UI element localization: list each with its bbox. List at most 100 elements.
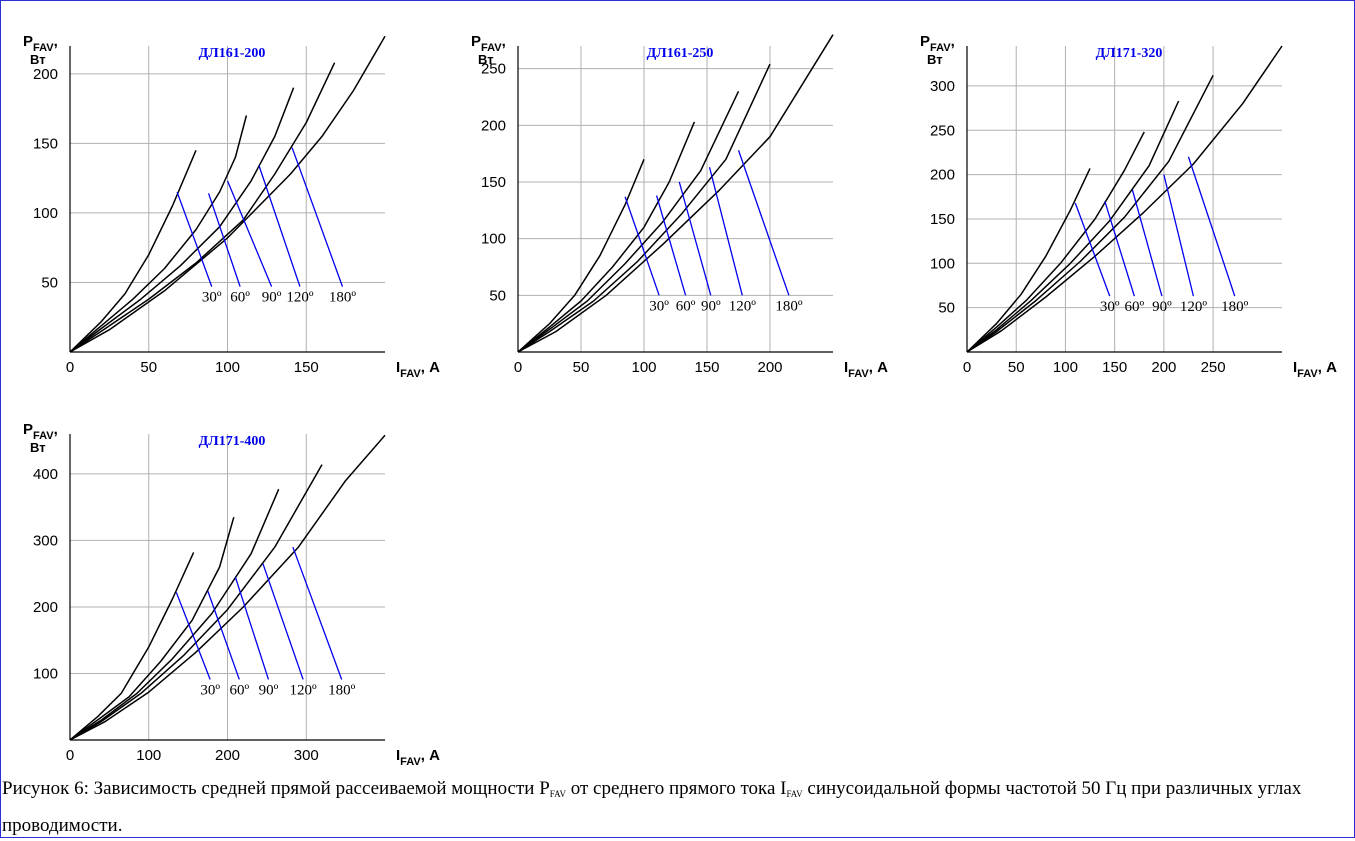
x-axis-label: IFAV, А [396,359,440,380]
angle-line-90deg [1131,189,1163,297]
angle-label: 120º [729,298,757,314]
angle-label: 90º [259,682,279,698]
curve-90deg [69,488,280,741]
curve-60deg [69,115,248,353]
x-tick-label: 0 [514,359,522,376]
angle-line-90deg [226,180,273,287]
curve-30deg [69,150,197,353]
y-tick-label: 200 [33,599,58,616]
y-tick-label: 250 [481,61,506,78]
curve-90deg [966,100,1180,353]
y-tick-label: 250 [930,122,955,139]
y-axis-unit: Вт [30,52,46,67]
angle-line-30deg [624,196,660,296]
chart-dl161-250: 0 50 100 150 200 50 100 150 200 250 PFAV, Вт IFAV, А… [468,30,908,390]
y-tick-label: 100 [481,231,506,248]
caption-text-1: Рисунок 6: Зависимость средней прямой ра… [2,778,550,799]
angle-label: 90º [1152,299,1172,315]
x-tick-label: 300 [294,747,319,764]
angle-label: 180º [328,682,356,698]
x-tick-label: 200 [1151,359,1176,376]
chart-dl171-320: 0 50 100 150 200 250 50 100 150 200 250 300 PFAV, Вт I… [917,30,1355,390]
chart-dl161-200: 0 50 100 150 50 100 150 200 PFAV, Вт IFAV, А ДЛ161-… [20,30,460,390]
y-tick-label: 150 [930,211,955,228]
y-axis-unit: Вт [927,52,943,67]
angle-label: 60º [676,298,696,314]
y-tick-label: 100 [33,665,58,682]
curve-180deg [517,34,834,353]
curve-120deg [966,74,1214,353]
y-tick-label: 400 [33,466,58,483]
angle-label: 30º [1100,299,1120,315]
angle-line-120deg [1163,174,1195,297]
angle-line-30deg [175,592,211,680]
angle-label: 180º [1221,299,1249,315]
y-tick-label: 50 [938,300,955,317]
angle-label: 120º [1180,299,1208,315]
y-axis-unit: Вт [30,440,46,455]
x-axis-label: IFAV, А [1293,359,1337,380]
chart-title: ДЛ171-320 [1096,46,1163,61]
x-tick-label: 100 [215,359,240,376]
angle-label: 120º [286,290,314,306]
angle-line-60deg [207,590,240,680]
y-tick-label: 200 [930,167,955,184]
y-tick-label: 50 [489,287,506,304]
x-axis-label: IFAV, А [844,359,888,380]
x-tick-label: 50 [1008,359,1025,376]
x-tick-label: 200 [215,747,240,764]
y-tick-label: 100 [930,255,955,272]
angle-line-180deg [291,147,344,287]
x-tick-label: 0 [66,747,74,764]
y-tick-label: 100 [33,205,58,222]
angle-label: 120º [290,682,318,698]
angle-line-180deg [292,546,343,680]
x-tick-label: 50 [140,359,157,376]
x-tick-label: 50 [573,359,590,376]
x-tick-label: 200 [757,359,782,376]
chart-svg: 0 50 100 150 50 100 150 200 PFAV,Вт IFAV, А ДЛ161-… [23,33,440,380]
y-axis-label: PFAV, [23,33,58,54]
caption-text-3: синусоидальной формы частотой 50 Гц при … [2,778,1302,836]
curve-120deg [69,464,323,741]
angle-label: 30º [649,298,669,314]
curve-180deg [69,434,386,741]
angle-line-120deg [262,563,304,680]
angle-line-60deg [207,193,241,287]
curve-60deg [69,516,235,741]
x-tick-label: 100 [1053,359,1078,376]
angle-label: 30º [202,290,222,306]
x-tick-label: 100 [136,747,161,764]
angle-line-90deg [234,576,270,680]
caption-subscript-1: FAV [549,789,566,799]
angle-label: 60º [230,290,250,306]
angle-line-90deg [678,181,712,296]
curve-90deg [69,87,295,353]
angle-label: 90º [701,298,721,314]
curve-30deg [69,552,195,741]
chart-svg: 0 50 100 150 200 50 100 150 200 250 PFAV,Вт IFAV, А… [471,33,888,380]
y-tick-label: 300 [33,532,58,549]
curve-120deg [517,63,771,353]
y-axis-unit: Вт [478,52,494,67]
angle-label: 180º [329,290,357,306]
chart-svg: 0 100 200 300 100 200 300 400 PFAV,Вт IFAV, А ДЛ17… [23,421,440,768]
chart-svg: 0 50 100 150 200 250 50 100 150 200 250 300 PFAV,Вт I… [920,33,1337,380]
x-tick-label: 0 [66,359,74,376]
angle-label: 60º [229,682,249,698]
x-tick-label: 150 [1102,359,1127,376]
y-tick-label: 200 [481,117,506,134]
caption-text-2: от среднего прямого тока I [565,778,787,799]
y-axis-label: PFAV, [471,33,506,54]
x-tick-label: 0 [963,359,971,376]
chart-title: ДЛ161-250 [647,46,714,61]
chart-title: ДЛ171-400 [199,434,266,449]
y-tick-label: 50 [41,274,58,291]
curve-30deg [966,168,1091,353]
x-tick-label: 250 [1201,359,1226,376]
y-tick-label: 300 [930,78,955,95]
y-tick-label: 200 [33,66,58,83]
x-tick-label: 150 [294,359,319,376]
curve-120deg [69,62,336,353]
figure-caption: Рисунок 6: Зависимость средней прямой ра… [2,773,1342,841]
